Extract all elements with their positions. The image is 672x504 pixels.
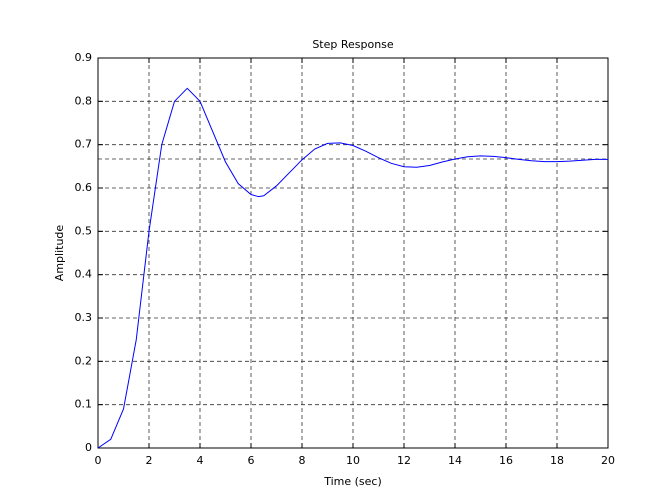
y-tick-label: 0.1 (75, 398, 93, 411)
y-tick-label: 0.6 (75, 181, 93, 194)
x-tick-label: 18 (550, 454, 564, 467)
data-line (97, 87, 608, 449)
y-axis-label: Amplitude (53, 225, 66, 282)
y-tick-label: 0.2 (75, 354, 93, 367)
plot-frame (97, 57, 609, 449)
y-tick-label: 0.5 (75, 224, 93, 237)
x-tick-label: 10 (346, 454, 360, 467)
x-tick-label: 6 (248, 454, 255, 467)
y-tick-label: 0.9 (75, 51, 93, 64)
chart-title: Step Response (312, 38, 394, 51)
x-tick-label: 4 (197, 454, 204, 467)
y-tick-label: 0.3 (75, 311, 93, 324)
x-axis-label: Time (sec) (323, 475, 382, 488)
x-tick-label: 2 (146, 454, 153, 467)
y-tick-label: 0.4 (75, 268, 93, 281)
x-tick-label: 12 (397, 454, 411, 467)
x-tick-label: 8 (299, 454, 306, 467)
y-tick-label: 0 (85, 441, 92, 454)
x-tick-label: 0 (95, 454, 102, 467)
x-tick-label: 16 (499, 454, 513, 467)
x-tick-label: 14 (448, 454, 462, 467)
y-tick-label: 0.7 (75, 138, 93, 151)
x-tick-label: 20 (601, 454, 615, 467)
y-tick-label: 0.8 (75, 94, 93, 107)
